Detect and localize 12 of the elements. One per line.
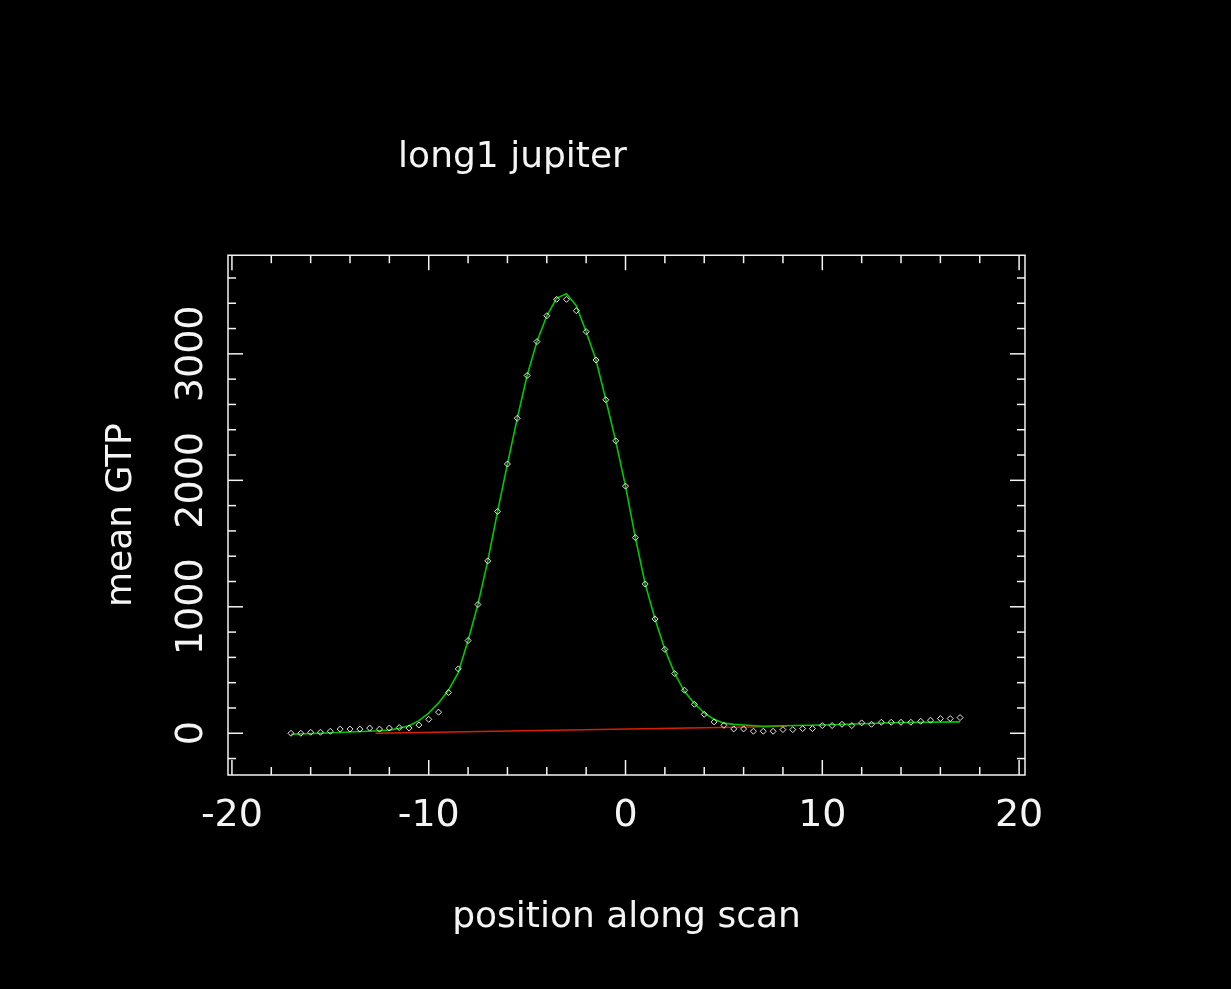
- chart-title: long1 jupiter: [398, 133, 628, 175]
- x-tick-label: -20: [200, 790, 263, 835]
- x-tick-label: 10: [798, 790, 847, 835]
- y-tick-label: 3000: [166, 305, 211, 403]
- x-tick-label: -10: [397, 790, 460, 835]
- y-tick-label: 0: [166, 721, 211, 746]
- x-tick-label: 20: [994, 790, 1044, 835]
- y-axis-title: mean GTP: [97, 423, 139, 608]
- x-axis-title: position along scan: [452, 893, 801, 935]
- x-tick-label: 0: [613, 790, 638, 835]
- y-tick-label: 1000: [166, 558, 211, 656]
- y-tick-label: 2000: [166, 431, 211, 529]
